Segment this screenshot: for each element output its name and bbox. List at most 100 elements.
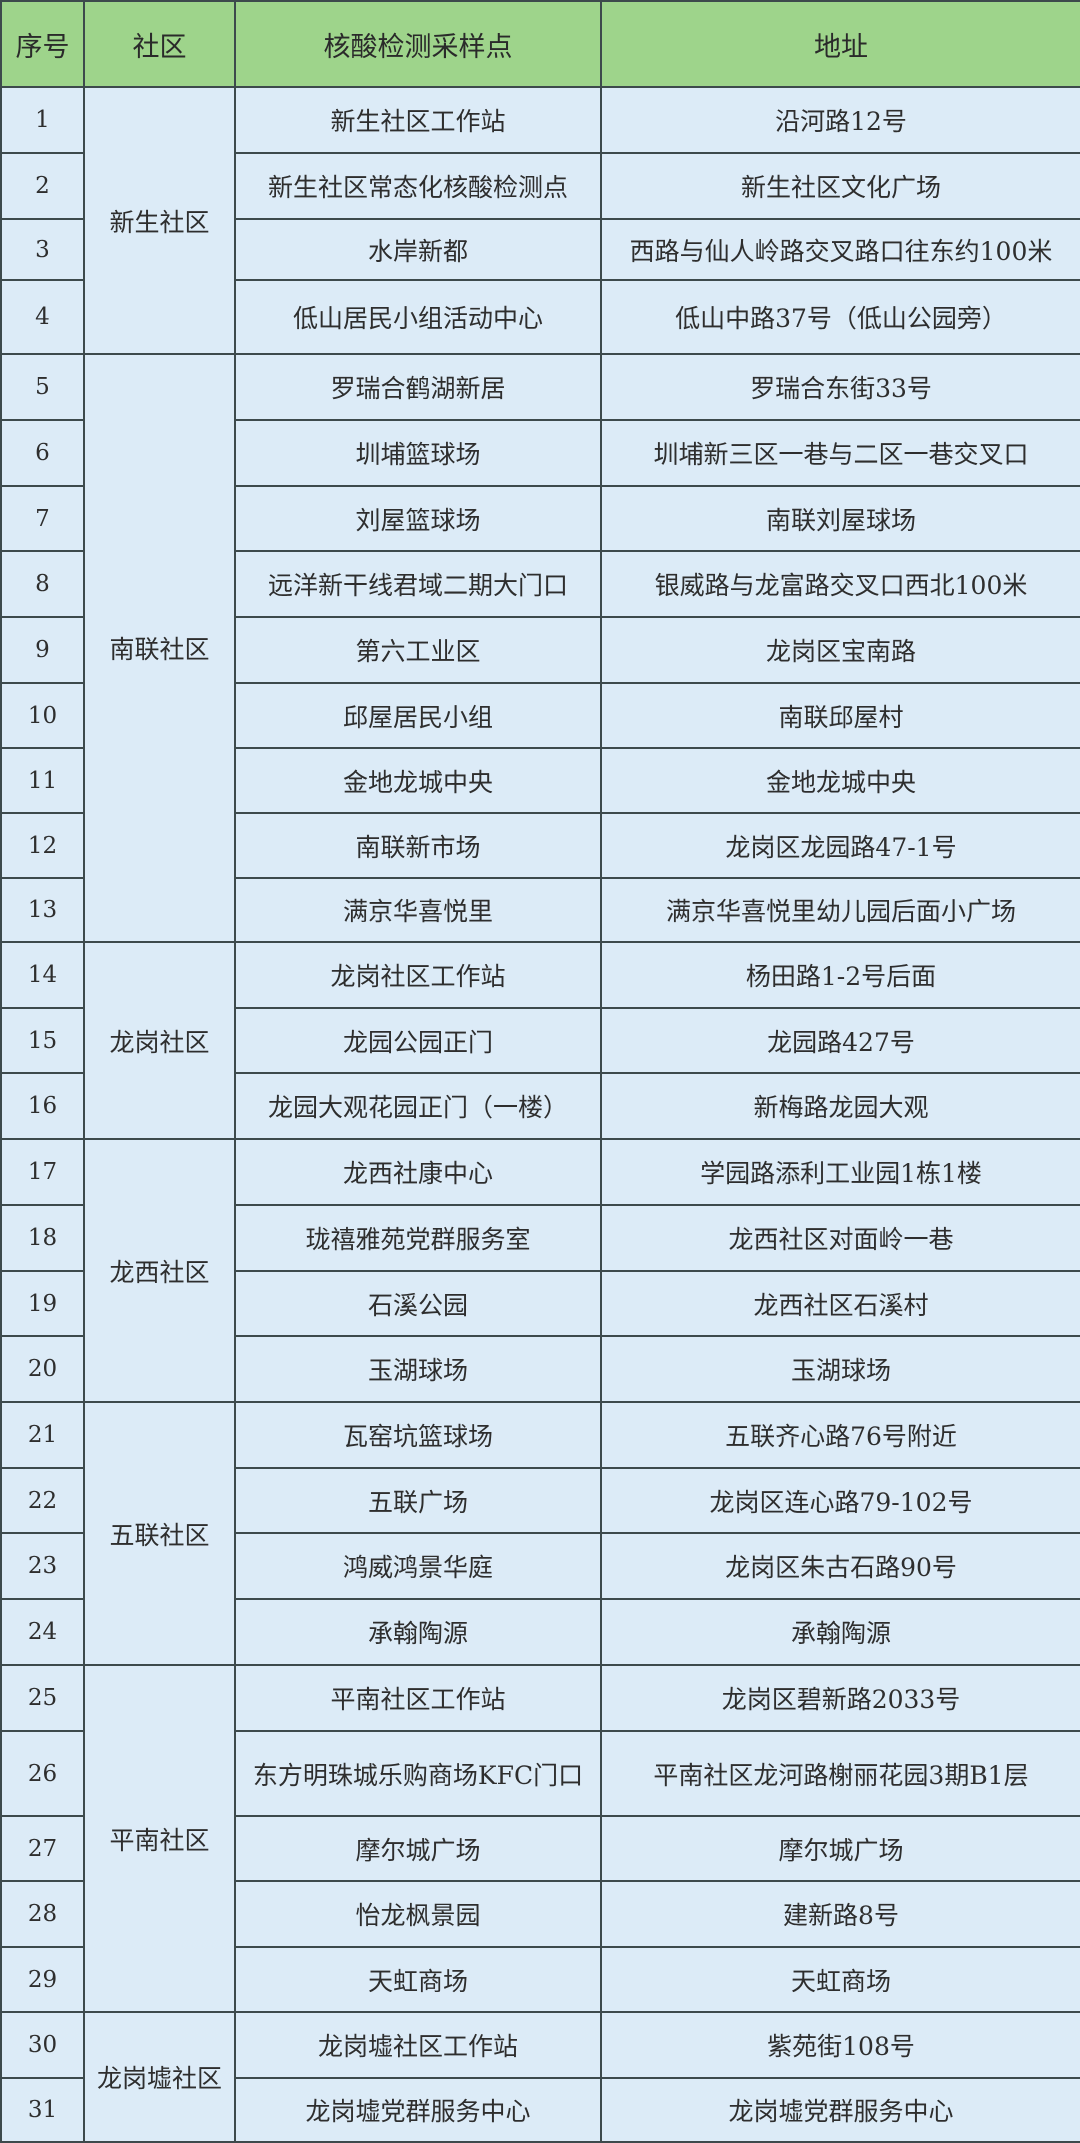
table-row: 20 玉湖球场 玉湖球场 xyxy=(0,1335,1080,1403)
address-cell: 银威路与龙富路交叉口西北100米 xyxy=(600,550,1080,618)
address-cell: 天虹商场 xyxy=(600,1946,1080,2013)
address-cell: 龙岗墟党群服务中心 xyxy=(600,2077,1080,2143)
address-cell: 龙岗区朱古石路90号 xyxy=(600,1532,1080,1600)
seq-cell: 19 xyxy=(0,1270,85,1337)
site-cell: 罗瑞合鹤湖新居 xyxy=(234,353,602,421)
seq-cell: 22 xyxy=(0,1467,85,1534)
address-cell: 新生社区文化广场 xyxy=(600,152,1080,220)
table-row: 9 第六工业区 龙岗区宝南路 xyxy=(0,616,1080,684)
table-row: 28 怡龙枫景园 建新路8号 xyxy=(0,1880,1080,1948)
seq-cell: 15 xyxy=(0,1007,85,1074)
address-cell: 圳埔新三区一巷与二区一巷交叉口 xyxy=(600,419,1080,487)
site-cell: 低山居民小组活动中心 xyxy=(234,279,602,355)
site-cell: 刘屋篮球场 xyxy=(234,485,602,552)
site-cell: 珑禧雅苑党群服务室 xyxy=(234,1204,602,1272)
site-cell: 水岸新都 xyxy=(234,218,602,281)
site-cell: 远洋新干线君域二期大门口 xyxy=(234,550,602,618)
address-cell: 南联刘屋球场 xyxy=(600,485,1080,552)
seq-cell: 16 xyxy=(0,1072,85,1140)
address-cell: 满京华喜悦里幼儿园后面小广场 xyxy=(600,877,1080,943)
table-row: 18 珑禧雅苑党群服务室 龙西社区对面岭一巷 xyxy=(0,1204,1080,1272)
seq-cell: 4 xyxy=(0,279,85,355)
seq-cell: 3 xyxy=(0,218,85,281)
table-row: 10 邱屋居民小组 南联邱屋村 xyxy=(0,682,1080,749)
address-cell: 西路与仙人岭路交叉路口往东约100米 xyxy=(600,218,1080,281)
address-cell: 杨田路1-2号后面 xyxy=(600,941,1080,1009)
table-row: 15 龙园公园正门 龙园路427号 xyxy=(0,1007,1080,1074)
header-site: 核酸检测采样点 xyxy=(234,0,602,88)
table-header-row: 序号 社区 核酸检测采样点 地址 xyxy=(0,0,1080,88)
address-cell: 平南社区龙河路榭丽花园3期B1层 xyxy=(600,1730,1080,1817)
table-row: 31 龙岗墟党群服务中心 龙岗墟党群服务中心 xyxy=(0,2077,1080,2143)
address-cell: 金地龙城中央 xyxy=(600,747,1080,814)
table-row: 13 满京华喜悦里 满京华喜悦里幼儿园后面小广场 xyxy=(0,877,1080,943)
address-cell: 龙岗区碧新路2033号 xyxy=(600,1664,1080,1732)
address-cell: 低山中路37号（低山公园旁） xyxy=(600,279,1080,355)
seq-cell: 2 xyxy=(0,152,85,220)
site-cell: 龙岗社区工作站 xyxy=(234,941,602,1009)
address-cell: 罗瑞合东街33号 xyxy=(600,353,1080,421)
community-cell: 新生社区 xyxy=(83,86,236,355)
seq-cell: 31 xyxy=(0,2077,85,2143)
table-row: 16 龙园大观花园正门（一楼） 新梅路龙园大观 xyxy=(0,1072,1080,1140)
site-cell: 东方明珠城乐购商场KFC门口 xyxy=(234,1730,602,1817)
table-row: 5 南联社区 罗瑞合鹤湖新居 罗瑞合东街33号 xyxy=(0,353,1080,943)
site-cell: 圳埔篮球场 xyxy=(234,419,602,487)
site-cell: 玉湖球场 xyxy=(234,1335,602,1403)
address-cell: 南联邱屋村 xyxy=(600,682,1080,749)
table-row: 30 龙岗墟社区 龙岗墟社区工作站 紫苑街108号 xyxy=(0,2011,1080,2143)
header-community: 社区 xyxy=(83,0,236,88)
table-row: 17 龙西社区 龙西社康中心 学园路添利工业园1栋1楼 xyxy=(0,1138,1080,1403)
address-cell: 承翰陶源 xyxy=(600,1598,1080,1666)
seq-cell: 24 xyxy=(0,1598,85,1666)
table-row: 8 远洋新干线君域二期大门口 银威路与龙富路交叉口西北100米 xyxy=(0,550,1080,618)
table-row: 4 低山居民小组活动中心 低山中路37号（低山公园旁） xyxy=(0,279,1080,355)
seq-cell: 27 xyxy=(0,1815,85,1882)
table-row: 23 鸿威鸿景华庭 龙岗区朱古石路90号 xyxy=(0,1532,1080,1600)
table-row: 7 刘屋篮球场 南联刘屋球场 xyxy=(0,485,1080,552)
table-body: 1 新生社区 新生社区工作站 沿河路12号 2 新生社区常态化核酸检测点 新生社区文化广场 3… xyxy=(0,86,1080,2143)
table-row: 24 承翰陶源 承翰陶源 xyxy=(0,1598,1080,1666)
site-cell: 龙园公园正门 xyxy=(234,1007,602,1074)
site-cell: 龙园大观花园正门（一楼） xyxy=(234,1072,602,1140)
community-cell: 五联社区 xyxy=(83,1401,236,1666)
seq-cell: 8 xyxy=(0,550,85,618)
table-row: 26 东方明珠城乐购商场KFC门口 平南社区龙河路榭丽花园3期B1层 xyxy=(0,1730,1080,1817)
address-cell: 龙西社区石溪村 xyxy=(600,1270,1080,1337)
table-row: 19 石溪公园 龙西社区石溪村 xyxy=(0,1270,1080,1337)
table-row: 21 五联社区 瓦窑坑篮球场 五联齐心路76号附近 xyxy=(0,1401,1080,1666)
seq-cell: 14 xyxy=(0,941,85,1009)
site-cell: 新生社区常态化核酸检测点 xyxy=(234,152,602,220)
site-cell: 承翰陶源 xyxy=(234,1598,602,1666)
address-cell: 沿河路12号 xyxy=(600,86,1080,154)
seq-cell: 12 xyxy=(0,812,85,879)
seq-cell: 17 xyxy=(0,1138,85,1206)
address-cell: 紫苑街108号 xyxy=(600,2011,1080,2079)
seq-cell: 23 xyxy=(0,1532,85,1600)
seq-cell: 30 xyxy=(0,2011,85,2079)
site-cell: 鸿威鸿景华庭 xyxy=(234,1532,602,1600)
community-cell: 龙岗墟社区 xyxy=(83,2011,236,2143)
site-cell: 满京华喜悦里 xyxy=(234,877,602,943)
site-cell: 第六工业区 xyxy=(234,616,602,684)
table-row: 22 五联广场 龙岗区连心路79-102号 xyxy=(0,1467,1080,1534)
seq-cell: 26 xyxy=(0,1730,85,1817)
address-cell: 玉湖球场 xyxy=(600,1335,1080,1403)
table-row: 27 摩尔城广场 摩尔城广场 xyxy=(0,1815,1080,1882)
seq-cell: 18 xyxy=(0,1204,85,1272)
seq-cell: 5 xyxy=(0,353,85,421)
seq-cell: 11 xyxy=(0,747,85,814)
site-cell: 南联新市场 xyxy=(234,812,602,879)
address-cell: 学园路添利工业园1栋1楼 xyxy=(600,1138,1080,1206)
table-row: 1 新生社区 新生社区工作站 沿河路12号 xyxy=(0,86,1080,355)
table-row: 11 金地龙城中央 金地龙城中央 xyxy=(0,747,1080,814)
community-cell: 龙西社区 xyxy=(83,1138,236,1403)
site-cell: 瓦窑坑篮球场 xyxy=(234,1401,602,1469)
seq-cell: 21 xyxy=(0,1401,85,1469)
table-row: 3 水岸新都 西路与仙人岭路交叉路口往东约100米 xyxy=(0,218,1080,281)
header-address: 地址 xyxy=(600,0,1080,88)
site-cell: 金地龙城中央 xyxy=(234,747,602,814)
site-cell: 石溪公园 xyxy=(234,1270,602,1337)
site-cell: 邱屋居民小组 xyxy=(234,682,602,749)
address-cell: 龙园路427号 xyxy=(600,1007,1080,1074)
